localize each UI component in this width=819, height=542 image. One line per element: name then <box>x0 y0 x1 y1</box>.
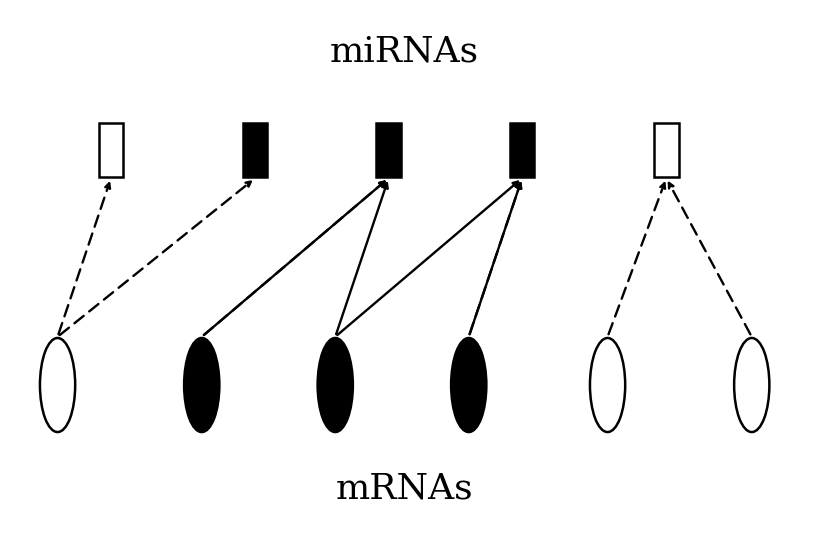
Ellipse shape <box>317 338 352 432</box>
Ellipse shape <box>450 338 486 432</box>
FancyBboxPatch shape <box>98 123 123 177</box>
Text: mRNAs: mRNAs <box>336 472 473 506</box>
FancyBboxPatch shape <box>509 123 534 177</box>
Ellipse shape <box>40 338 75 432</box>
Ellipse shape <box>589 338 624 432</box>
FancyBboxPatch shape <box>376 123 400 177</box>
Ellipse shape <box>184 338 219 432</box>
Ellipse shape <box>733 338 768 432</box>
Text: miRNAs: miRNAs <box>330 34 478 68</box>
FancyBboxPatch shape <box>242 123 267 177</box>
FancyBboxPatch shape <box>654 123 678 177</box>
